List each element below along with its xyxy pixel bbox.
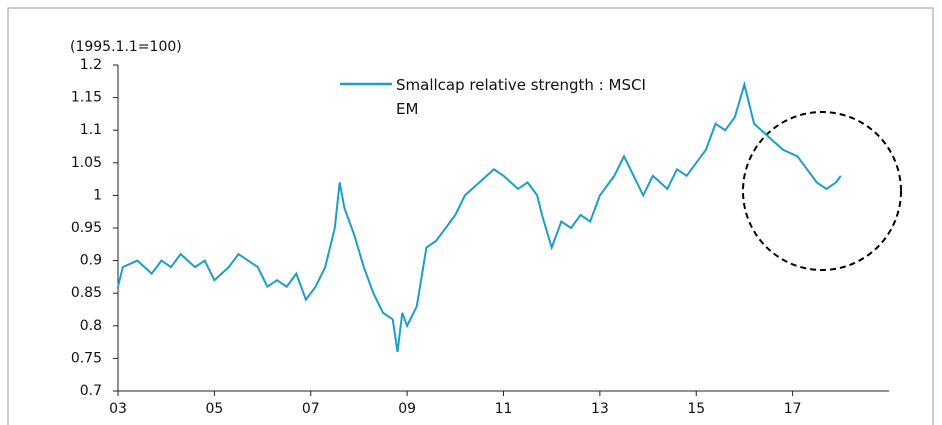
y-tick-label: 0.95: [71, 220, 102, 236]
unit-annotation: (1995.1.1=100): [70, 39, 182, 55]
y-tick-label: 0.7: [80, 383, 102, 399]
y-tick-label: 1: [93, 187, 102, 203]
frame: [7, 7, 934, 425]
y-tick-label: 0.9: [80, 253, 102, 269]
y-tick-label: 1.15: [71, 90, 102, 106]
legend-label: Smallcap relative strength : MSCI EM: [396, 76, 646, 118]
x-tick-label: 15: [687, 401, 705, 417]
y-tick-label: 0.85: [71, 285, 102, 301]
y-tick-label: 1.05: [71, 155, 102, 171]
x-tick-label: 09: [398, 401, 416, 417]
x-tick-label: 05: [205, 401, 223, 417]
y-tick-label: 0.8: [80, 318, 102, 334]
x-tick-label: 17: [784, 401, 802, 417]
y-tick-label: 0.75: [71, 350, 102, 366]
x-tick-label: 07: [302, 401, 320, 417]
x-tick-label: 13: [591, 401, 609, 417]
x-tick-label: 03: [109, 401, 127, 417]
highlight-circle: [742, 111, 902, 271]
series-line: [117, 80, 842, 353]
y-tick-label: 1.1: [80, 122, 102, 138]
x-tick-label: 11: [495, 401, 513, 417]
y-tick-label: 1.2: [80, 57, 102, 73]
